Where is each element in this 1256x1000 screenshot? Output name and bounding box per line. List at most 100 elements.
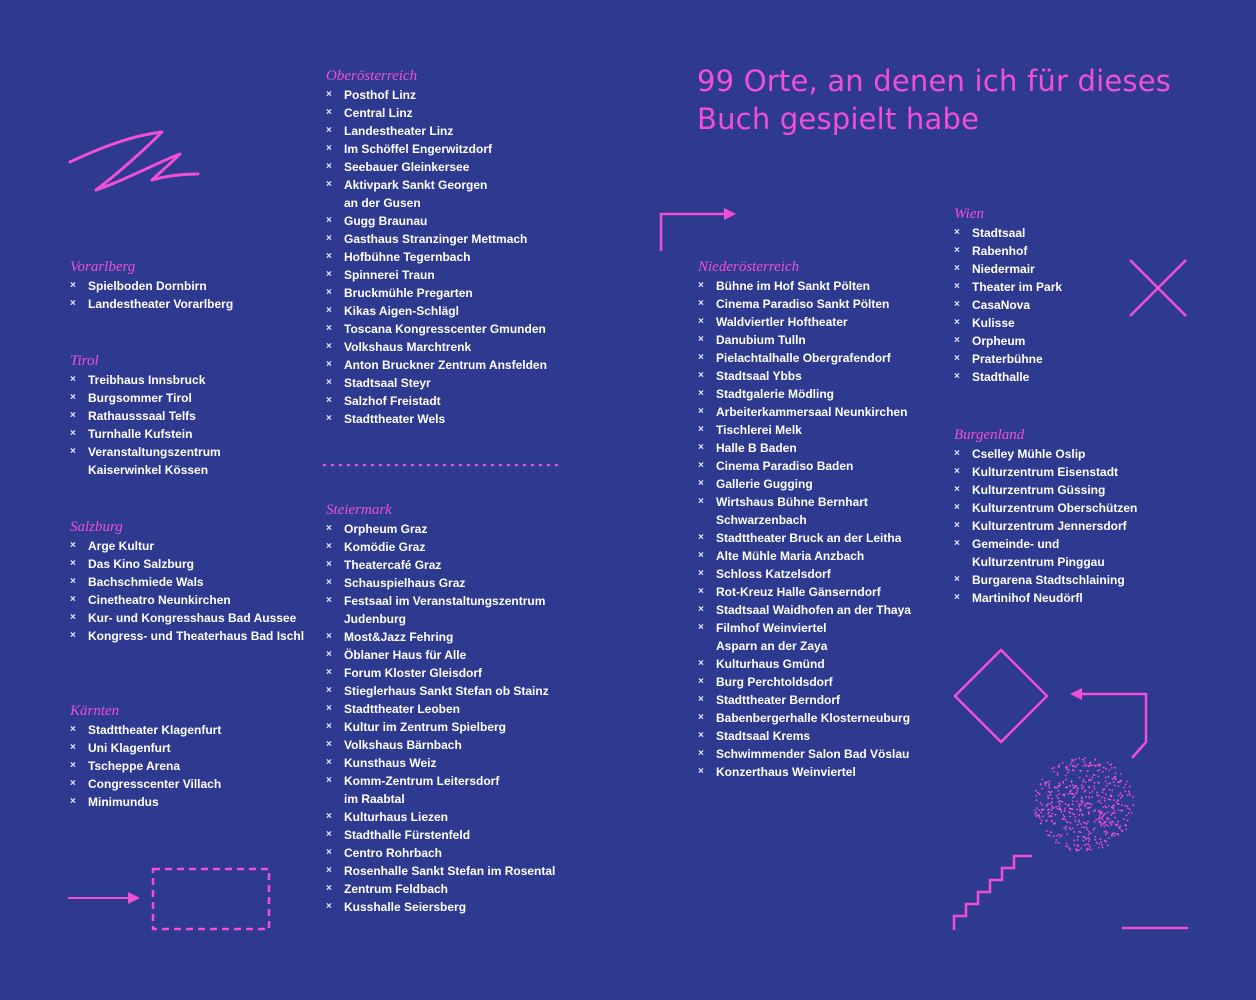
venue-item: × Niedermair bbox=[954, 260, 1062, 278]
venue-item: × Bühne im Hof Sankt Pölten bbox=[698, 277, 911, 295]
venue-name: Rot-Kreuz Halle Gänserndorf bbox=[716, 585, 881, 599]
bullet-x-icon: × bbox=[954, 574, 960, 585]
venue-name: Congresscenter Villach bbox=[88, 777, 222, 791]
bullet-x-icon: × bbox=[954, 245, 960, 256]
venue-item: × Kusshalle Seiersberg bbox=[326, 898, 555, 916]
venue-item: × Kulisse bbox=[954, 314, 1062, 332]
venue-name: Kulturzentrum Jennersdorf bbox=[972, 519, 1127, 533]
venue-name: Kulturzentrum Güssing bbox=[972, 483, 1106, 497]
bullet-x-icon: × bbox=[698, 406, 704, 417]
venue-item: × Komm-Zentrum Leitersdorf im Raabtal bbox=[326, 772, 555, 808]
venue-name: Kongress- und Theaterhaus Bad Ischl bbox=[88, 629, 305, 643]
bullet-x-icon: × bbox=[326, 251, 332, 262]
region-niederoesterreich: Niederösterreich × Bühne im Hof Sankt Pöl… bbox=[698, 258, 911, 781]
venue-item: × Veranstaltungszentrum Kaiserwinkel Kösse… bbox=[70, 443, 221, 479]
region-steiermark: Steiermark × Orpheum Graz × Komödie Graz × Th… bbox=[326, 501, 555, 916]
venue-name: Komm-Zentrum Leitersdorf bbox=[344, 774, 500, 788]
venue-name: Asparn an der Zaya bbox=[716, 639, 828, 653]
venue-name: Seebauer Gleinkersee bbox=[344, 160, 470, 174]
venue-item: × Cinema Paradiso Baden bbox=[698, 457, 911, 475]
venue-item: × Kur- und Kongresshaus Bad Aussee bbox=[70, 609, 304, 627]
venue-name: im Raabtal bbox=[344, 792, 405, 806]
bullet-x-icon: × bbox=[326, 667, 332, 678]
venue-name: Schauspielhaus Graz bbox=[344, 576, 466, 590]
venue-name: Kulturzentrum Eisenstadt bbox=[972, 465, 1119, 479]
bullet-x-icon: × bbox=[326, 305, 332, 316]
bullet-x-icon: × bbox=[326, 685, 332, 696]
venue-name: Kulturzentrum Oberschützen bbox=[972, 501, 1138, 515]
bullet-x-icon: × bbox=[326, 829, 332, 840]
venue-item: × Forum Kloster Gleisdorf bbox=[326, 664, 555, 682]
bullet-x-icon: × bbox=[326, 649, 332, 660]
region-title: Burgenland bbox=[954, 427, 1025, 443]
bullet-x-icon: × bbox=[698, 694, 704, 705]
venue-name: Central Linz bbox=[344, 106, 413, 120]
venue-item: × Treibhaus Innsbruck bbox=[70, 371, 221, 389]
venue-item: × Gugg Braunau bbox=[326, 212, 547, 230]
bullet-x-icon: × bbox=[326, 883, 332, 894]
venue-item: × Cselley Mühle Oslip bbox=[954, 445, 1137, 463]
venue-item: × Schauspielhaus Graz bbox=[326, 574, 555, 592]
venue-name: Kusshalle Seiersberg bbox=[344, 900, 467, 914]
venue-name: Cinema Paradiso Sankt Pölten bbox=[716, 297, 890, 311]
venue-item: × Aktivpark Sankt Georgen an der Gusen bbox=[326, 176, 547, 212]
bullet-x-icon: × bbox=[70, 558, 76, 569]
venue-name: Spielboden Dornbirn bbox=[88, 279, 207, 293]
bullet-x-icon: × bbox=[326, 107, 332, 118]
venue-item: × Posthof Linz bbox=[326, 86, 547, 104]
venue-item: × Schloss Katzelsdorf bbox=[698, 565, 911, 583]
region-salzburg: Salzburg × Arge Kultur × Das Kino Salzburg ×… bbox=[70, 518, 304, 645]
venue-name: Centro Rohrbach bbox=[344, 846, 443, 860]
bullet-x-icon: × bbox=[326, 323, 332, 334]
venue-name: Praterbühne bbox=[972, 352, 1043, 366]
bullet-x-icon: × bbox=[326, 631, 332, 642]
venue-name: Stadttheater Wels bbox=[344, 412, 446, 426]
venue-name: Volkshaus Bärnbach bbox=[344, 738, 462, 752]
venue-name: Halle B Baden bbox=[716, 441, 797, 455]
venue-item: × Gasthaus Stranzinger Mettmach bbox=[326, 230, 547, 248]
venue-name: Stadttheater Berndorf bbox=[716, 693, 841, 707]
venue-item: × Festsaal im Veranstaltungszentrum Judenb… bbox=[326, 592, 555, 628]
venue-item: × Rot-Kreuz Halle Gänserndorf bbox=[698, 583, 911, 601]
bullet-x-icon: × bbox=[698, 388, 704, 399]
venue-item: × Wirtshaus Bühne Bernhart Schwarzenbach bbox=[698, 493, 911, 529]
venue-name: Treibhaus Innsbruck bbox=[88, 373, 206, 387]
bullet-x-icon: × bbox=[326, 739, 332, 750]
venue-name: Komödie Graz bbox=[344, 540, 426, 554]
bullet-x-icon: × bbox=[326, 143, 332, 154]
venue-name: Theatercafé Graz bbox=[344, 558, 442, 572]
region-title: Kärnten bbox=[70, 703, 120, 719]
bullet-x-icon: × bbox=[326, 595, 332, 606]
venue-item: × Stadthalle Fürstenfeld bbox=[326, 826, 555, 844]
bullet-x-icon: × bbox=[70, 594, 76, 605]
bullet-x-icon: × bbox=[698, 424, 704, 435]
venue-name: Kaiserwinkel Kössen bbox=[88, 463, 209, 477]
bullet-x-icon: × bbox=[698, 622, 704, 633]
bullet-x-icon: × bbox=[698, 334, 704, 345]
bullet-x-icon: × bbox=[698, 442, 704, 453]
venue-item: × Kongress- und Theaterhaus Bad Ischl bbox=[70, 627, 304, 645]
region-kaernten: Kärnten × Stadttheater Klagenfurt × Uni Kla… bbox=[70, 702, 221, 811]
bullet-x-icon: × bbox=[698, 478, 704, 489]
venue-item: × Rathausssaal Telfs bbox=[70, 407, 221, 425]
venue-item: × Hofbühne Tegernbach bbox=[326, 248, 547, 266]
bullet-x-icon: × bbox=[326, 775, 332, 786]
venue-item: × Stadtsaal Ybbs bbox=[698, 367, 911, 385]
dashed-rectangle-icon bbox=[151, 867, 271, 931]
venue-name: Judenburg bbox=[344, 612, 406, 626]
venue-item: × Uni Klagenfurt bbox=[70, 739, 221, 757]
venue-item: × Stadtsaal Krems bbox=[698, 727, 911, 745]
venue-item: × Praterbühne bbox=[954, 350, 1062, 368]
bullet-x-icon: × bbox=[70, 742, 76, 753]
venue-name: Cinetheatro Neunkirchen bbox=[88, 593, 231, 607]
venue-name: Stadthalle Fürstenfeld bbox=[344, 828, 471, 842]
bullet-x-icon: × bbox=[70, 446, 76, 457]
bullet-x-icon: × bbox=[70, 760, 76, 771]
dotted-sphere-icon bbox=[1034, 757, 1135, 852]
page-title: 99 Orte, an denen ich für dieses Buch ge… bbox=[697, 64, 1172, 136]
venue-name: Kikas Aigen-Schlägl bbox=[344, 304, 459, 318]
venue-item: × Spinnerei Traun bbox=[326, 266, 547, 284]
bullet-x-icon: × bbox=[70, 576, 76, 587]
venue-item: × Babenbergerhalle Klosterneuburg bbox=[698, 709, 911, 727]
bullet-x-icon: × bbox=[326, 359, 332, 370]
